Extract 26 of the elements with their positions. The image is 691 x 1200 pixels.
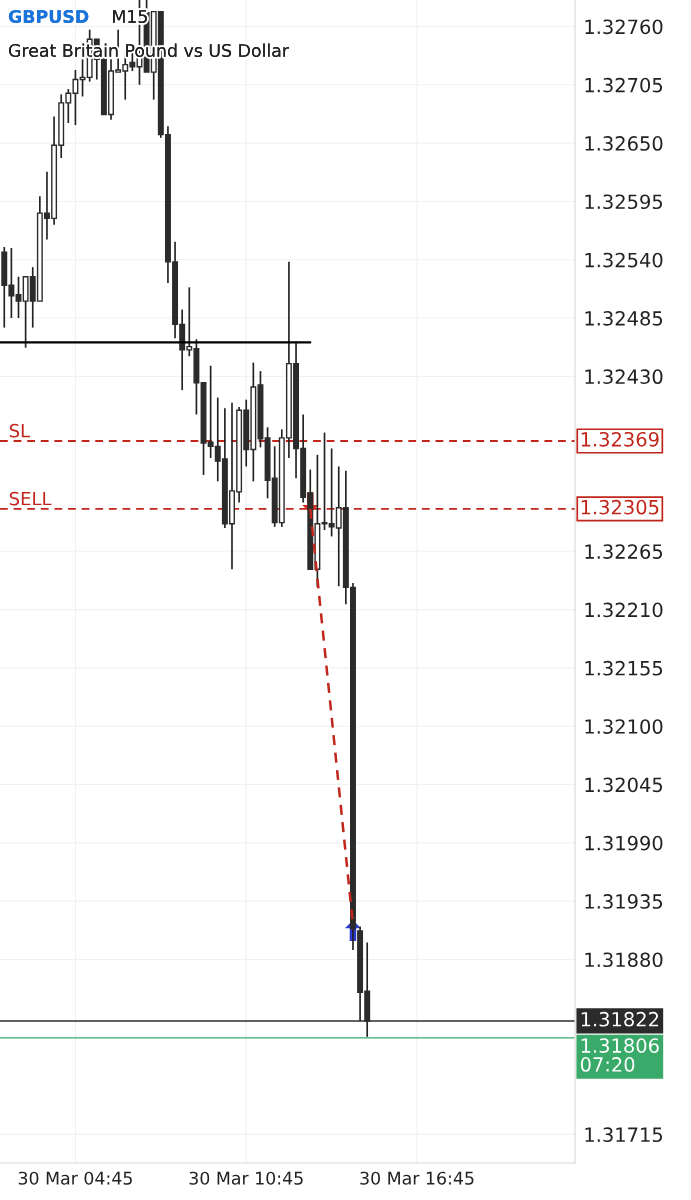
y-tick-label: 1.32210 (585, 602, 663, 618)
y-tick-label: 1.32540 (585, 252, 663, 268)
y-tick-label: 1.31715 (585, 1127, 663, 1143)
y-tick-label: 1.32100 (585, 719, 663, 734)
y-tick-label: 1.32155 (585, 660, 663, 676)
y-tick-label: 1.32650 (585, 136, 663, 151)
text: 1.31822 (581, 1011, 659, 1027)
text: 1.32369 (581, 431, 659, 447)
chart-title: GBPUSD (8, 9, 89, 24)
text: 1.31806 07:20 (580, 1038, 659, 1072)
x-tick-label: 30 Mar 04:45 (18, 1171, 132, 1185)
y-tick-label: 1.31990 (585, 835, 663, 851)
y-tick-label: 1.32595 (585, 194, 663, 210)
y-tick-label: 1.32705 (585, 77, 663, 93)
y-tick-label: 1.32265 (585, 544, 663, 559)
y-tick-label: 1.32485 (585, 311, 663, 326)
x-tick-label: 30 Mar 16:45 (360, 1171, 474, 1185)
y-tick-label: 1.32430 (585, 369, 663, 385)
y-tick-label: 1.32760 (585, 19, 663, 35)
ref-line-label: SL (9, 423, 31, 438)
x-tick-label: 30 Mar 10:45 (189, 1171, 303, 1185)
ref-line-label: SELL (9, 491, 52, 506)
y-tick-label: 1.31935 (585, 894, 663, 909)
text: 1.32305 (581, 499, 659, 515)
y-tick-label: 1.32045 (585, 777, 663, 793)
y-tick-label: 1.31880 (585, 952, 663, 968)
